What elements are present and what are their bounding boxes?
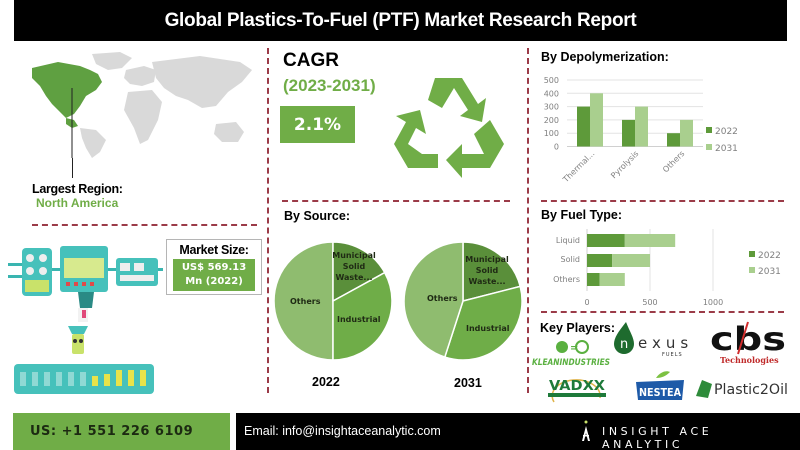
market-size-year: Mn (2022) <box>185 276 243 287</box>
label-line: Waste... <box>468 277 506 286</box>
market-size-card: Market Size: US$ 569.13 Mn (2022) <box>166 239 262 295</box>
by-source-title: By Source: <box>284 209 350 223</box>
svg-text:2031: 2031 <box>758 267 781 277</box>
svg-text:200: 200 <box>544 116 559 125</box>
key-players-title: Key Players: <box>540 321 616 335</box>
logo-nexus-fuels: n exus FUELS <box>612 318 692 358</box>
svg-text:2031: 2031 <box>715 144 738 154</box>
footer-email: Email: info@insightaceanalytic.com <box>244 424 441 438</box>
recycle-icon <box>394 78 504 178</box>
svg-text:Others: Others <box>553 275 580 284</box>
pie-chart-2031 <box>403 241 523 361</box>
pie-2031-label-municipal: Municipal Solid Waste... <box>464 254 510 287</box>
market-size-title: Market Size: <box>179 243 249 257</box>
market-size-amount: US$ 569.13 <box>181 262 247 273</box>
cagr-value: 2.1% <box>280 106 355 143</box>
depolymerization-bar-chart: 500 400 300 200 100 0 Thermal... Pyrolysis O… <box>544 76 738 185</box>
pie-2022-label-industrial: Industrial <box>337 315 381 324</box>
svg-text:400: 400 <box>544 89 559 98</box>
footer-brand: INSIGHT ACE ANALYTIC <box>602 425 713 450</box>
fuel-type-bar-chart: Liquid Solid Others 0 500 1000 2022 2031 <box>553 229 781 307</box>
label-line: Municipal <box>332 251 376 260</box>
svg-text:exus: exus <box>638 334 692 352</box>
svg-text:Plastic2Oil: Plastic2Oil <box>714 382 788 398</box>
logo-vadxx: VADXX <box>544 372 610 406</box>
pie-2031-label-industrial: Industrial <box>466 324 510 333</box>
factory-illustration-icon <box>8 246 163 394</box>
nexus-fuels-icon: n exus FUELS <box>614 322 692 358</box>
divider-middle-horizontal <box>282 200 510 202</box>
market-size-value: US$ 569.13 Mn (2022) <box>173 259 255 291</box>
kleanindustries-icon: = KLEANINDUSTRIES <box>532 340 610 368</box>
footer-bar <box>236 413 800 450</box>
pie-2031-label-others: Others <box>427 294 458 303</box>
nestea-icon: NESTEA <box>636 371 684 400</box>
pie-2022-label-others: Others <box>290 297 321 306</box>
svg-text:Solid: Solid <box>561 255 581 264</box>
footer-phone: US: +1 551 226 6109 <box>13 413 230 450</box>
label-line: Solid <box>475 266 499 275</box>
logo-plastic2oil: Plastic2Oil <box>694 376 790 400</box>
svg-text:Pyrolysis: Pyrolysis <box>609 149 640 180</box>
plastic2oil-icon: Plastic2Oil <box>696 380 788 398</box>
svg-text:1000: 1000 <box>703 298 723 307</box>
divider-right-horizontal-1 <box>541 200 784 202</box>
world-map-icon <box>32 52 252 158</box>
divider-vertical-left <box>267 48 269 393</box>
pie-year-2022: 2022 <box>312 375 340 389</box>
svg-text:2022: 2022 <box>715 127 738 137</box>
svg-text:Others: Others <box>661 149 686 174</box>
largest-region-value: North America <box>36 196 119 210</box>
largest-region-label: Largest Region: <box>32 182 123 196</box>
svg-text:Thermal...: Thermal... <box>561 149 597 185</box>
svg-text:n: n <box>620 337 628 352</box>
svg-text:FUELS: FUELS <box>662 352 683 358</box>
svg-text:Technologies: Technologies <box>720 355 779 365</box>
svg-text:500: 500 <box>544 76 559 85</box>
logo-kleanindustries: = KLEANINDUSTRIES <box>531 339 613 369</box>
cbs-technologies-icon: cbs Technologies <box>710 320 786 365</box>
divider-right-horizontal-2 <box>541 311 784 313</box>
svg-text:300: 300 <box>544 103 559 112</box>
svg-text:VADXX: VADXX <box>549 379 605 394</box>
svg-text:100: 100 <box>544 129 559 138</box>
label-line: Municipal <box>465 255 509 264</box>
region-pointer-line <box>72 158 73 178</box>
pie-2022-label-municipal: Municipal Solid Waste... <box>331 250 377 283</box>
by-fuel-type-title: By Fuel Type: <box>541 208 623 222</box>
logo-cbs-technologies: cbs Technologies <box>708 320 788 366</box>
svg-text:0: 0 <box>584 298 589 307</box>
pie-chart-2022 <box>273 241 393 361</box>
svg-text:cbs: cbs <box>710 320 786 358</box>
cagr-period: (2023-2031) <box>283 76 376 95</box>
label-line: Solid <box>342 262 366 271</box>
svg-text:2022: 2022 <box>758 251 781 261</box>
svg-text:Liquid: Liquid <box>556 236 580 245</box>
insight-ace-logo-icon <box>582 420 590 441</box>
by-depolymerization-title: By Depolymerization: <box>541 50 669 64</box>
svg-text:KLEANINDUSTRIES: KLEANINDUSTRIES <box>532 358 610 368</box>
pie-year-2031: 2031 <box>454 376 482 390</box>
svg-text:500: 500 <box>642 298 657 307</box>
divider-vertical-right <box>527 48 529 393</box>
divider-left-horizontal <box>32 224 257 226</box>
label-line: Waste... <box>335 273 373 282</box>
report-title: Global Plastics-To-Fuel (PTF) Market Res… <box>14 0 787 41</box>
svg-text:0: 0 <box>554 143 559 152</box>
cagr-title: CAGR <box>283 50 339 71</box>
vadxx-icon: VADXX <box>548 379 606 403</box>
svg-text:NESTEA: NESTEA <box>639 386 681 399</box>
logo-nestea: NESTEA <box>634 370 686 402</box>
svg-text:=: = <box>570 343 578 354</box>
